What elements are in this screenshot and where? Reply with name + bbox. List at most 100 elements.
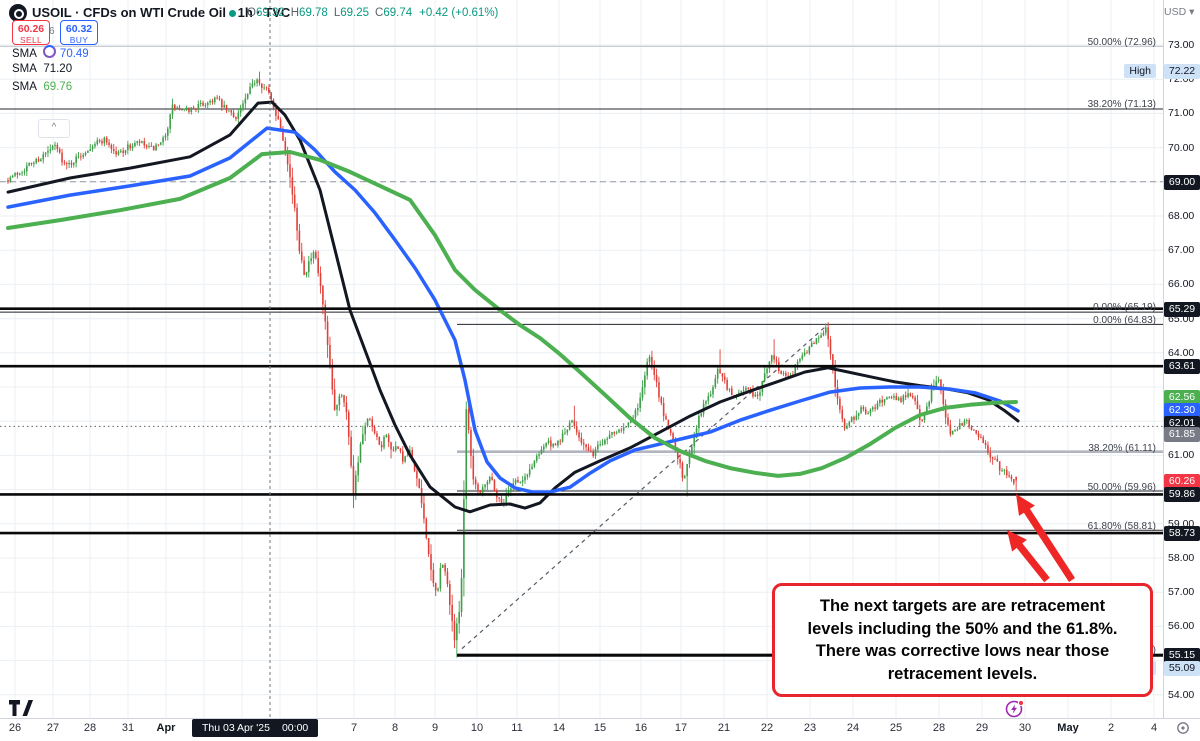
price-badge: 65.29: [1164, 302, 1200, 317]
price-badge: 61.85: [1164, 427, 1200, 442]
time-tick-label: 7: [350, 722, 358, 734]
price-axis-label: 61.00: [1168, 449, 1195, 462]
price-badge: 62.56: [1164, 390, 1200, 405]
time-tick-label: 17: [674, 722, 688, 734]
indicator-legend-sma-2[interactable]: SMA 71.20: [12, 63, 72, 75]
time-tick-label: May: [1057, 722, 1079, 734]
time-tick-label: 21: [717, 722, 731, 734]
time-tick-label: 28: [932, 722, 946, 734]
time-tick-label: 4: [1150, 722, 1158, 734]
gear-icon[interactable]: [1176, 721, 1190, 740]
annotation-arrow: [1016, 494, 1075, 582]
fib-level-label: 38.20% (71.13): [1087, 99, 1156, 110]
price-badge: 58.73: [1164, 526, 1200, 541]
time-tick-label: 31: [121, 722, 135, 734]
indicator-legend-sma-3[interactable]: SMA 69.76: [12, 81, 72, 93]
symbol-title[interactable]: USOIL · CFDs on WTI Crude Oil · 1h · TVC: [32, 5, 291, 20]
price-badge: 63.61: [1164, 359, 1200, 374]
time-tick-label: 14: [552, 722, 566, 734]
crosshair-date-tooltip: Thu 03 Apr '25 00:00: [192, 719, 319, 737]
fib-level-label: 0.00% (64.83): [1093, 315, 1156, 326]
time-tick-label: 15: [593, 722, 607, 734]
time-tick-label: 11: [511, 722, 523, 734]
fib-level-label: 50.00% (59.96): [1087, 482, 1156, 493]
sma-blue: [6, 126, 1020, 494]
currency-selector[interactable]: USD ▾: [1164, 6, 1194, 18]
price-axis-label: 57.00: [1168, 586, 1195, 599]
high-marker-label: High: [1124, 64, 1156, 78]
ohlc-readout: O69.32 H69.78 L69.25 C69.74 +0.42 (+0.61%): [247, 7, 498, 19]
fib-level-label: 38.20% (61.11): [1088, 443, 1156, 454]
time-tick-label: 26: [8, 722, 22, 734]
time-tick-label: 8: [391, 722, 399, 734]
market-status-icon: [229, 10, 236, 17]
price-badge: 69.00: [1164, 175, 1200, 190]
sma-value: 69.76: [43, 81, 73, 93]
time-tick-label: 30: [1018, 722, 1032, 734]
price-axis-label: 70.00: [1168, 141, 1195, 154]
annotation-text-box[interactable]: The next targets are are retracement leve…: [772, 583, 1153, 697]
collapse-legend-button[interactable]: ^: [38, 119, 70, 138]
chevron-down-icon: ▾: [1189, 6, 1195, 18]
time-tick-label: 29: [975, 722, 989, 734]
price-axis-label: 58.00: [1168, 552, 1195, 564]
annotation-arrow: [1007, 530, 1050, 583]
time-tick-label: 16: [634, 722, 648, 734]
sell-label: SELL: [20, 34, 42, 45]
buy-label: BUY: [69, 34, 89, 45]
price-axis-label: 64.00: [1168, 346, 1195, 359]
ohlc-label: H: [290, 7, 300, 19]
fib-level-label: 0.00% (65.19): [1093, 302, 1156, 313]
time-tick-label: 9: [431, 722, 439, 734]
time-tick-label: 10: [470, 722, 484, 734]
time-tick-label: 25: [889, 722, 903, 734]
tradingview-logo-icon[interactable]: [8, 699, 34, 722]
sell-price: 60.26: [17, 23, 45, 35]
tooltip-date: Thu 03 Apr '25: [202, 722, 270, 734]
buy-price: 60.32: [65, 23, 93, 35]
price-axis-label: 68.00: [1168, 210, 1195, 222]
time-tick-label: 28: [83, 722, 97, 734]
price-axis-label: 54.00: [1168, 688, 1195, 701]
sma-name: SMA: [12, 63, 37, 75]
sma-name: SMA: [12, 48, 37, 60]
time-tick-label: Apr: [156, 722, 176, 734]
sma-value: 70.49: [59, 48, 89, 60]
ohlc-value: 69.25: [340, 7, 370, 19]
spread-value: 6: [49, 26, 55, 37]
time-tick-label: 27: [46, 722, 60, 734]
ohlc-label: L: [333, 7, 341, 19]
sma-green: [6, 150, 1018, 478]
sma-value: 71.20: [43, 63, 73, 75]
candles-layer: [7, 71, 1017, 658]
sync-icon: [42, 45, 56, 58]
currency-label: USD: [1164, 6, 1187, 18]
annotation-line: There was corrective lows near those: [815, 642, 1110, 660]
time-tick-label: 24: [846, 722, 860, 734]
price-badge: 60.26: [1164, 474, 1200, 489]
price-badge: 59.86: [1164, 487, 1200, 502]
buy-button[interactable]: 60.32 BUY: [60, 20, 98, 45]
price-axis-label: 71.00: [1168, 107, 1195, 120]
price-badge: 55.15: [1164, 648, 1200, 663]
sma-name: SMA: [12, 81, 37, 93]
ohlc-value: 69.74: [383, 7, 413, 19]
time-tick-label: 22: [760, 722, 774, 734]
lightning-icon[interactable]: [1004, 698, 1026, 725]
ohlc-value: 69.32: [255, 7, 285, 19]
price-change: +0.42 (+0.61%): [419, 7, 499, 19]
indicator-legend-sma-1[interactable]: SMA 70.49: [12, 45, 89, 60]
ohlc-label: O: [247, 7, 256, 19]
price-axis-label: 73.00: [1168, 39, 1195, 51]
fib-level-label: 61.80% (58.81): [1087, 521, 1156, 532]
price-badge: 72.22: [1164, 64, 1200, 79]
ohlc-label: C: [375, 7, 384, 19]
fib-level-label: 50.00% (72.96): [1087, 37, 1156, 48]
price-axis-label: 56.00: [1168, 620, 1195, 633]
time-tick-label: 23: [803, 722, 817, 734]
sell-button[interactable]: 60.26 SELL: [12, 20, 50, 45]
ohlc-value: 69.78: [299, 7, 328, 19]
price-axis-label: 66.00: [1168, 278, 1195, 291]
time-tick-label: 2: [1107, 722, 1115, 734]
